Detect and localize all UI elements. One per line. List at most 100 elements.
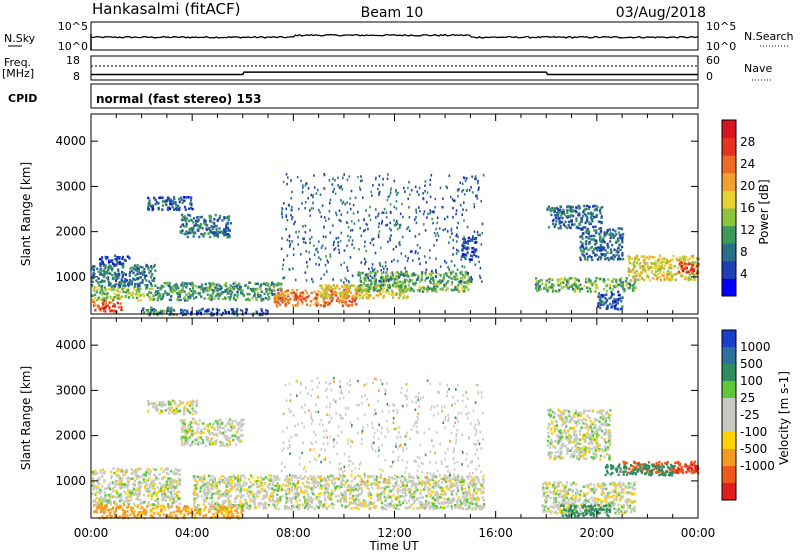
velocity-cell <box>173 500 176 504</box>
velocity-cell <box>183 405 186 409</box>
power-cell <box>479 233 481 237</box>
power-cell <box>117 268 120 271</box>
velocity-cell <box>171 399 174 403</box>
power-cell <box>463 176 466 180</box>
velocity-cell <box>178 502 181 505</box>
power-cell <box>457 278 460 281</box>
power-cell <box>464 273 467 277</box>
velocity-cell <box>270 474 273 478</box>
velocity-cell <box>172 489 175 493</box>
power-cell <box>613 300 616 304</box>
power-cell <box>455 252 458 255</box>
power-cell <box>567 204 570 208</box>
power-cell <box>474 250 477 254</box>
velocity-cell <box>157 490 160 494</box>
power-cell <box>633 288 636 292</box>
power-cell <box>207 227 211 231</box>
nave-tick-top: 60 <box>706 54 720 67</box>
power-cell <box>594 215 598 218</box>
power-cell <box>153 277 156 280</box>
velocity-cell <box>153 482 157 486</box>
power-cell <box>178 200 181 204</box>
power-cell <box>395 271 398 274</box>
power-cell <box>450 260 453 263</box>
power-cell <box>570 277 573 280</box>
power-cell <box>341 304 344 307</box>
power-cell <box>184 296 187 299</box>
power-cell <box>320 215 323 218</box>
power-cell <box>408 216 411 219</box>
power-cell <box>436 232 439 235</box>
power-cell <box>471 278 473 281</box>
power-cell <box>226 289 229 292</box>
power-cell <box>682 269 685 273</box>
power-cell <box>599 235 602 239</box>
power-cell <box>353 295 357 299</box>
power-cell <box>183 282 187 285</box>
power-cell <box>171 203 174 206</box>
power-cell <box>385 216 388 219</box>
power-cell <box>338 209 341 212</box>
power-cell <box>370 279 372 282</box>
power-cell <box>187 213 190 217</box>
power-cell <box>617 231 621 234</box>
power-cell <box>621 254 624 257</box>
power-cell <box>435 290 438 293</box>
power-cell <box>301 190 304 194</box>
power-cell <box>434 197 437 201</box>
power-cell <box>212 282 215 285</box>
velocity-cell <box>135 497 139 500</box>
power-cell <box>105 304 108 307</box>
power-cell <box>468 275 471 279</box>
power-cell <box>554 223 557 226</box>
power-cell <box>442 205 444 209</box>
power-cell <box>305 291 308 295</box>
power-cell <box>452 253 454 256</box>
power-cell <box>345 286 348 289</box>
power-cell <box>556 211 559 215</box>
power-cell <box>232 282 235 285</box>
power-cell <box>200 232 203 236</box>
power-cell <box>388 286 391 289</box>
velocity-cell <box>220 512 223 515</box>
power-cell <box>138 284 141 288</box>
velocity-cell <box>154 499 157 503</box>
power-cell <box>331 297 334 301</box>
velocity-cell <box>198 513 202 516</box>
power-cell <box>403 272 406 275</box>
colorbar-segment <box>722 120 736 139</box>
velocity-cell <box>360 487 363 490</box>
power-cell <box>334 286 337 290</box>
power-cell <box>185 283 188 287</box>
power-cell <box>656 276 659 279</box>
power-cell <box>217 235 220 239</box>
velocity-cell <box>175 492 178 495</box>
power-cell <box>617 246 620 249</box>
power-cell <box>162 285 165 288</box>
power-cell <box>603 294 606 297</box>
power-cell <box>560 221 563 224</box>
power-cell <box>418 186 421 190</box>
power-cell <box>345 293 348 296</box>
velocity-cell <box>169 511 172 515</box>
velocity-cell <box>183 422 186 426</box>
velocity-cell <box>346 505 349 508</box>
power-cell <box>404 190 406 193</box>
power-cell <box>593 243 597 246</box>
power-cell <box>354 196 357 200</box>
velocity-cell <box>211 441 214 445</box>
power-cell <box>214 294 217 298</box>
power-cell <box>188 229 191 232</box>
power-cell <box>197 311 200 315</box>
power-cell <box>603 280 606 284</box>
velocity-cell <box>168 408 171 411</box>
power-cell <box>351 274 354 278</box>
power-cell <box>595 277 598 280</box>
velocity-cell <box>131 510 134 513</box>
power-cell <box>134 265 137 269</box>
power-cell <box>289 243 292 246</box>
power-cell <box>627 255 630 258</box>
power-cell <box>343 249 346 252</box>
power-cell <box>280 247 283 251</box>
power-cell <box>452 216 454 219</box>
